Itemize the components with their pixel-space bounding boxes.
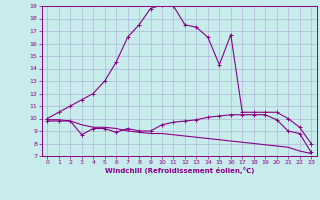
X-axis label: Windchill (Refroidissement éolien,°C): Windchill (Refroidissement éolien,°C): [105, 167, 254, 174]
